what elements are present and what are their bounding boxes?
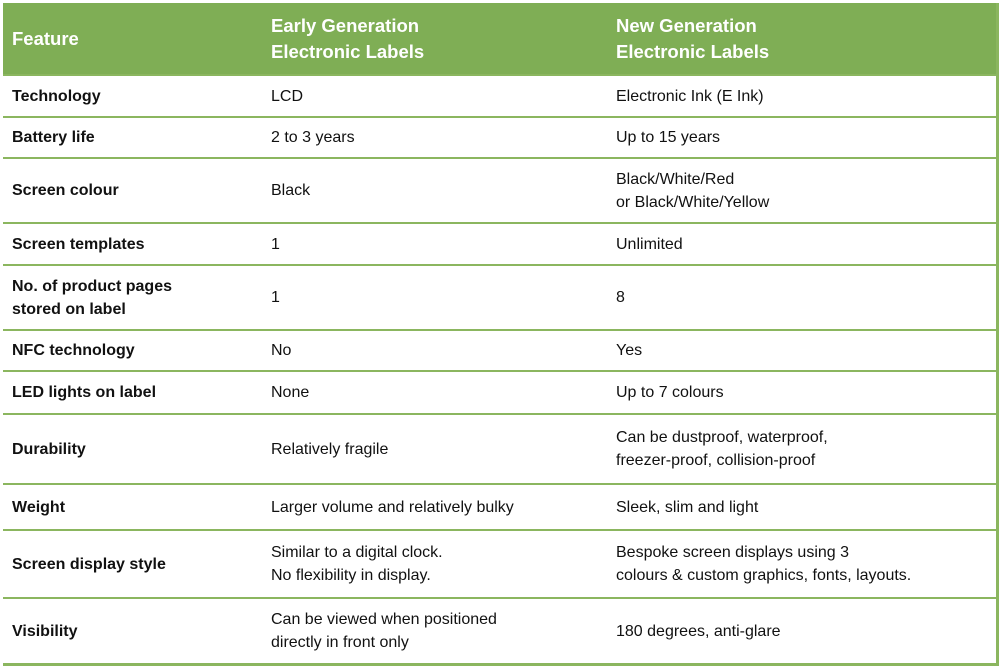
row-feature: Durability — [3, 413, 261, 484]
row-new-value: 8 — [606, 264, 996, 330]
row-new-value: Up to 7 colours — [606, 370, 996, 414]
row-feature: Weight — [3, 483, 261, 530]
row-new-value: Electronic Ink (E Ink) — [606, 74, 996, 117]
table-row: Screen display style Similar to a digita… — [3, 529, 996, 598]
row-new-value: Yes — [606, 329, 996, 371]
row-early-value: No — [261, 329, 606, 371]
table-row: No. of product pages stored on label 1 8 — [3, 264, 996, 330]
header-feature: Feature — [12, 27, 79, 49]
header-early-generation: Early Generation Electronic Labels — [271, 14, 425, 62]
row-new-value: Black/White/Red or Black/White/Yellow — [606, 157, 996, 223]
row-early-value: 1 — [261, 264, 606, 330]
row-new-value: Bespoke screen displays using 3 colours … — [606, 529, 996, 598]
row-early-value: 1 — [261, 222, 606, 265]
row-new-value: Sleek, slim and light — [606, 483, 996, 530]
table-row: Visibility Can be viewed when positioned… — [3, 597, 996, 663]
row-new-value: Up to 15 years — [606, 116, 996, 158]
table-header-row: Feature Early Generation Electronic Labe… — [3, 3, 996, 75]
row-feature: Screen templates — [3, 222, 261, 265]
table-row: NFC technology No Yes — [3, 329, 996, 371]
row-feature: No. of product pages stored on label — [3, 264, 261, 330]
table-row: Durability Relatively fragile Can be dus… — [3, 413, 996, 484]
row-early-value: Similar to a digital clock. No flexibili… — [261, 529, 606, 598]
table-row: Battery life 2 to 3 years Up to 15 years — [3, 116, 996, 158]
row-feature: Screen colour — [3, 157, 261, 223]
row-early-value: Larger volume and relatively bulky — [261, 483, 606, 530]
row-feature: Visibility — [3, 597, 261, 663]
row-new-value: 180 degrees, anti-glare — [606, 597, 996, 663]
row-new-value: Unlimited — [606, 222, 996, 265]
row-feature: Technology — [3, 74, 261, 117]
row-feature: NFC technology — [3, 329, 261, 371]
row-early-value: 2 to 3 years — [261, 116, 606, 158]
table-row: Technology LCD Electronic Ink (E Ink) — [3, 74, 996, 117]
row-early-value: LCD — [261, 74, 606, 117]
table-row: Screen colour Black Black/White/Red or B… — [3, 157, 996, 223]
row-early-value: Can be viewed when positioned directly i… — [261, 597, 606, 663]
table-row: Weight Larger volume and relatively bulk… — [3, 483, 996, 530]
table-row: LED lights on label None Up to 7 colours — [3, 370, 996, 414]
row-early-value: Black — [261, 157, 606, 223]
row-early-value: None — [261, 370, 606, 414]
comparison-table-container: Feature Early Generation Electronic Labe… — [3, 3, 999, 666]
row-new-value: Can be dustproof, waterproof, freezer-pr… — [606, 413, 996, 484]
row-feature: LED lights on label — [3, 370, 261, 414]
row-early-value: Relatively fragile — [261, 413, 606, 484]
header-new-generation: New Generation Electronic Labels — [616, 14, 770, 62]
row-feature: Screen display style — [3, 529, 261, 598]
row-feature: Battery life — [3, 116, 261, 158]
table-row: Screen templates 1 Unlimited — [3, 222, 996, 265]
comparison-table: Feature Early Generation Electronic Labe… — [3, 3, 996, 663]
